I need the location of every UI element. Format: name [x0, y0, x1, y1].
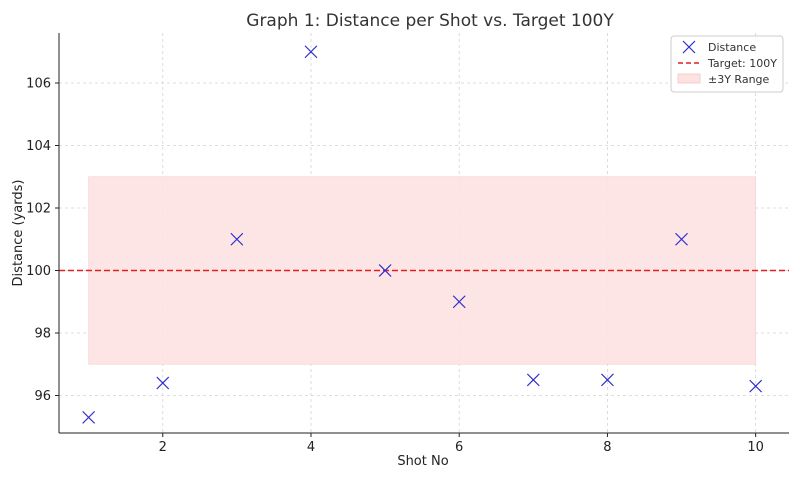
data-point: [156, 376, 170, 390]
data-point: [230, 232, 244, 246]
legend-band-swatch-icon: [677, 73, 701, 84]
legend-entry-distance: Distance: [682, 40, 756, 54]
x-tick-label: 6: [455, 440, 463, 455]
data-point: [675, 232, 688, 246]
legend-label-range: ±3Y Range: [708, 73, 770, 86]
legend-x-marker-icon: [682, 40, 696, 54]
y-tick-label: 100: [26, 264, 51, 279]
data-point: [304, 45, 318, 59]
y-axis-label: Distance (yards): [11, 180, 26, 287]
data-point: [378, 264, 392, 277]
legend: Distance Target: 100Y ±3Y Range: [670, 35, 784, 93]
data-point: [601, 373, 614, 387]
y-tick-label: 96: [34, 389, 51, 404]
legend-entry-range: ±3Y Range: [677, 73, 770, 86]
data-point: [82, 410, 96, 424]
x-tick-label: 2: [159, 440, 167, 455]
y-tick-label: 102: [26, 202, 51, 217]
axes: [55, 33, 789, 437]
tick-labels: 2 4 6 8 10 96 98 100 102 104 106: [26, 77, 764, 456]
legend-label-distance: Distance: [708, 41, 756, 54]
data-point: [749, 379, 763, 393]
y-tick-label: 106: [26, 77, 51, 92]
data-point: [526, 373, 540, 387]
x-tick-label: 4: [307, 440, 315, 455]
data-point: [452, 295, 466, 309]
y-tick-label: 98: [34, 327, 51, 342]
x-axis-label: Shot No: [397, 454, 448, 469]
x-tick-label: 10: [747, 440, 764, 455]
legend-entry-target: Target: 100Y: [678, 57, 777, 70]
data-points-layer: [82, 45, 763, 424]
y-tick-label: 104: [26, 139, 51, 154]
x-tick-label: 8: [603, 440, 611, 455]
chart-title: Graph 1: Distance per Shot vs. Target 10…: [246, 11, 614, 31]
legend-label-target: Target: 100Y: [707, 57, 777, 70]
